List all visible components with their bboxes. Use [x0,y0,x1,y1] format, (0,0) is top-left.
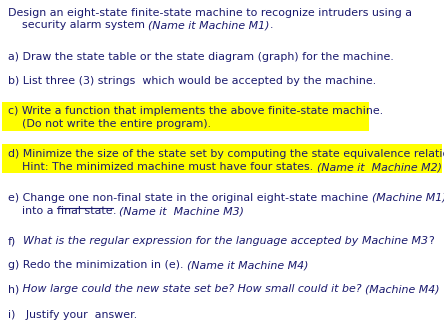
Text: e) Change one non-final state in the original eight-state machine: e) Change one non-final state in the ori… [8,193,372,203]
Text: (Machine M4): (Machine M4) [365,284,440,294]
Text: b) List three (3) strings  which would be accepted by the machine.: b) List three (3) strings which would be… [8,76,376,86]
Text: a) Draw the state table or the state diagram (graph) for the machine.: a) Draw the state table or the state dia… [8,52,394,62]
Text: g) Redo the minimization in (e).: g) Redo the minimization in (e). [8,260,187,270]
Bar [2,102,369,131]
Text: Design an eight-state finite-state machine to recognize intruders using a: Design an eight-state finite-state machi… [8,8,412,18]
Text: Hint: The minimized machine must have four states.: Hint: The minimized machine must have fo… [8,162,317,172]
Text: final state: final state [57,206,113,216]
Text: (Name it Machine M4): (Name it Machine M4) [187,260,308,270]
Text: (Machine M1): (Machine M1) [372,193,444,203]
Text: .: . [270,20,273,30]
Bar [2,144,442,173]
Text: ?: ? [428,236,434,246]
Text: (Name it Machine M1): (Name it Machine M1) [148,20,270,30]
Text: Machine M3: Machine M3 [362,236,428,246]
Text: i)   Justify your  answer.: i) Justify your answer. [8,310,137,320]
Text: h): h) [8,284,19,294]
Text: How large could the new state set be? How small could it be?: How large could the new state set be? Ho… [19,284,365,294]
Text: d) Minimize the size of the state set by computing the state equivalence relatio: d) Minimize the size of the state set by… [8,149,444,159]
Text: What is the regular expression for the language accepted by: What is the regular expression for the l… [16,236,362,246]
Text: security alarm system: security alarm system [22,20,148,30]
Text: c) Write a function that implements the above finite-state machine.: c) Write a function that implements the … [8,106,383,116]
Text: .: . [113,206,119,216]
Text: into a: into a [8,206,57,216]
Text: f): f) [8,236,16,246]
Text: (Do not write the entire program).: (Do not write the entire program). [8,119,211,129]
Text: (Name it  Machine M2): (Name it Machine M2) [317,162,441,172]
Text: (Name it  Machine M3): (Name it Machine M3) [119,206,244,216]
